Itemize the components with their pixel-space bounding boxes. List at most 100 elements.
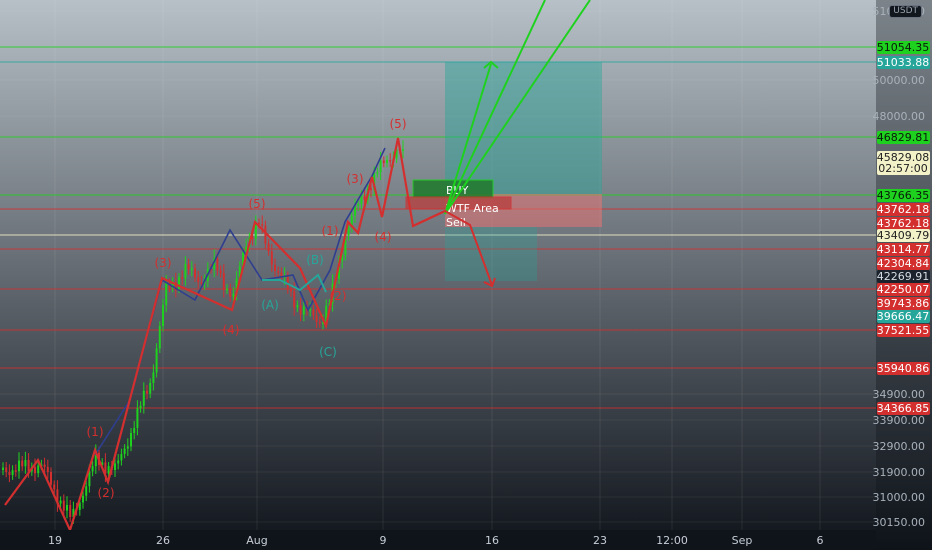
candle-body xyxy=(91,466,94,472)
candle-body xyxy=(254,222,257,239)
wave-labels: (1) (2) (3) (4) (5) (A) (B) (C) (1) (2) (3) (4) (5) xyxy=(87,117,407,500)
candle-body xyxy=(219,270,222,274)
candle-body xyxy=(216,258,219,271)
price-tag-value: 42304.84 xyxy=(877,257,930,270)
price-tag-value: 34366.85 xyxy=(877,402,930,415)
candle-body xyxy=(344,235,347,256)
wave-label: (2) xyxy=(98,486,115,500)
price-tag: 39666.47 xyxy=(877,310,930,323)
x-tick-label: 9 xyxy=(380,534,387,547)
candle-body xyxy=(59,500,62,504)
candle-body xyxy=(370,188,372,190)
profit-zone xyxy=(445,62,602,194)
currency-badge[interactable]: USDT xyxy=(889,5,922,18)
candle-body xyxy=(50,472,52,485)
candle-body xyxy=(126,446,129,449)
price-tag: 42304.84 xyxy=(877,257,930,270)
green-arrow-line-2 xyxy=(444,0,546,215)
price-tag-bg xyxy=(877,203,930,216)
y-tick-label: 32900.00 xyxy=(873,440,926,453)
short-profit-zone xyxy=(445,227,537,281)
price-tags: 51054.35 51033.88 46829.81 45829.0802:57:00… xyxy=(877,41,930,415)
candle-body xyxy=(62,500,65,511)
candle-body xyxy=(315,315,318,323)
candle-body xyxy=(184,264,187,279)
price-tag-bg xyxy=(877,217,930,230)
candle-body xyxy=(379,160,382,173)
red-arrow-path xyxy=(412,209,493,286)
candle-body xyxy=(264,225,267,244)
price-tag: 37521.55 xyxy=(877,324,930,337)
candle-body xyxy=(139,405,142,409)
candle-body xyxy=(232,293,235,297)
time-axis-panel[interactable] xyxy=(0,530,876,550)
candle-body xyxy=(325,305,328,323)
trade-zones: BUY WTF Area Sell xyxy=(405,62,602,281)
candle-body xyxy=(270,251,273,265)
candle-body xyxy=(114,463,116,470)
candle-body xyxy=(34,467,36,474)
candle-body xyxy=(389,159,392,162)
x-tick-label: 23 xyxy=(593,534,607,547)
candle-body xyxy=(302,306,305,315)
candle-body xyxy=(171,282,174,288)
price-tag-value: 43766.35 xyxy=(877,189,930,202)
candle-body xyxy=(21,460,24,467)
candle-body xyxy=(14,470,17,472)
wtf-area-label: WTF Area xyxy=(446,202,499,215)
wave-label: (3) xyxy=(347,172,364,186)
candle-body xyxy=(312,309,315,316)
candle-body xyxy=(322,322,324,324)
candle-body xyxy=(155,348,158,373)
candle-body xyxy=(142,390,145,406)
candle-body xyxy=(133,427,136,433)
price-tag: 46829.81 xyxy=(877,131,930,144)
candle-body xyxy=(222,273,225,290)
x-tick-label: 19 xyxy=(48,534,62,547)
candle-body xyxy=(386,159,388,164)
candle-body xyxy=(53,484,56,490)
drawings[interactable] xyxy=(4,0,591,534)
price-tag-value: 39666.47 xyxy=(877,310,930,323)
time-axis[interactable]: 19 26 Aug 9 16 23 12:00 Sep 6 xyxy=(0,530,876,550)
candle-body xyxy=(165,282,168,305)
price-tag-value: 42250.07 xyxy=(877,283,930,296)
candle-body xyxy=(158,326,161,349)
wave-label: (1) xyxy=(87,425,104,439)
green-arrow-line-3 xyxy=(444,0,591,215)
wave-label: (1) xyxy=(322,224,339,238)
price-tag-bg xyxy=(877,310,930,323)
price-tag: 43409.79 xyxy=(877,229,930,242)
candle-body xyxy=(66,504,68,511)
candle-body xyxy=(46,466,49,473)
candle-body xyxy=(56,489,59,504)
price-tag-countdown: 02:57:00 xyxy=(878,162,927,175)
candle-body xyxy=(360,195,363,204)
wtf-box[interactable] xyxy=(405,196,512,210)
candle-body xyxy=(258,222,260,225)
candle-body xyxy=(274,264,276,272)
candle-body xyxy=(213,258,216,269)
candle-body xyxy=(8,471,11,476)
candle-body xyxy=(229,288,232,297)
wave-label: (3) xyxy=(155,256,172,270)
horizontal-levels xyxy=(0,46,876,409)
candle-body xyxy=(181,277,184,279)
candle-body xyxy=(280,272,283,277)
candle-body xyxy=(277,271,280,273)
candle-body xyxy=(194,268,196,278)
teal-correction-path xyxy=(262,273,327,293)
price-tag-bg xyxy=(877,56,930,69)
candle-body xyxy=(318,322,321,324)
candle-body xyxy=(376,172,379,174)
candle-body xyxy=(85,486,88,496)
red-wave-path xyxy=(4,137,446,534)
wave-label: (2) xyxy=(330,289,347,303)
candle-body xyxy=(350,215,353,228)
price-tag-bg xyxy=(877,297,930,310)
price-tag: 39743.86 xyxy=(877,297,930,310)
